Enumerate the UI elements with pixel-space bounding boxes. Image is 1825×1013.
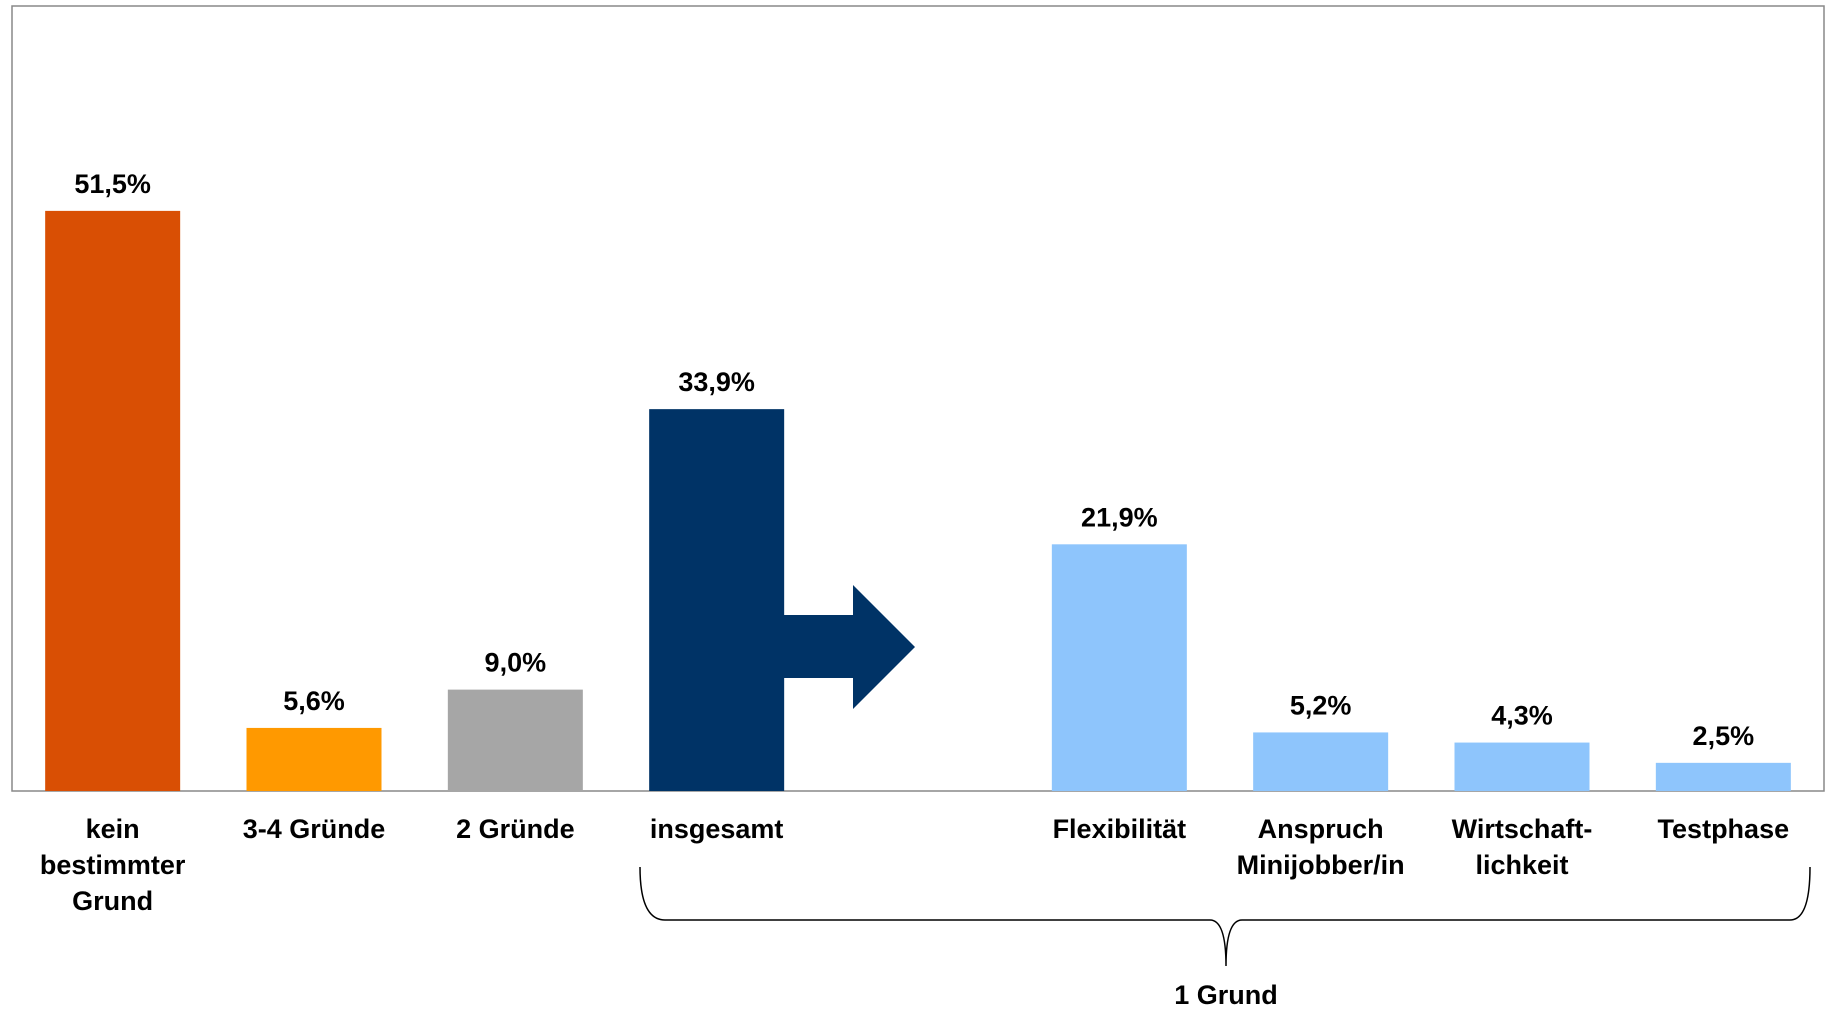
bar (447, 689, 583, 791)
x-tick-label: Testphase (1657, 814, 1790, 844)
value-label: 2,5% (1693, 721, 1755, 751)
bar (649, 409, 785, 791)
value-label: 33,9% (678, 367, 755, 397)
bar (45, 210, 181, 791)
value-label: 9,0% (485, 648, 547, 678)
value-label: 5,2% (1290, 690, 1352, 720)
x-tick-label: 3-4 Gründe (242, 814, 386, 844)
value-label: 4,3% (1491, 701, 1553, 731)
annotation: 1 Grund (1174, 980, 1278, 1010)
value-label: 5,6% (283, 686, 345, 716)
x-tick-label: Flexibilität (1052, 814, 1187, 844)
bar (1253, 732, 1389, 791)
x-tick-label: kein bestimmter Grund (39, 814, 186, 916)
bar (1655, 762, 1791, 791)
arrow (784, 585, 915, 709)
plot-frame (11, 5, 1825, 792)
x-tick-label: insgesamt (649, 814, 784, 844)
x-tick-label: 2 Gründe (456, 814, 575, 844)
value-label: 51,5% (74, 169, 151, 199)
value-label: 21,9% (1081, 502, 1158, 532)
bracket (639, 866, 1811, 967)
x-tick-label: Anspruch Minijobber/in (1236, 814, 1405, 880)
bar (1454, 742, 1590, 791)
x-tick-label: Wirtschaft- lichkeit (1451, 814, 1593, 880)
bar (246, 727, 382, 791)
bar (1051, 544, 1187, 791)
